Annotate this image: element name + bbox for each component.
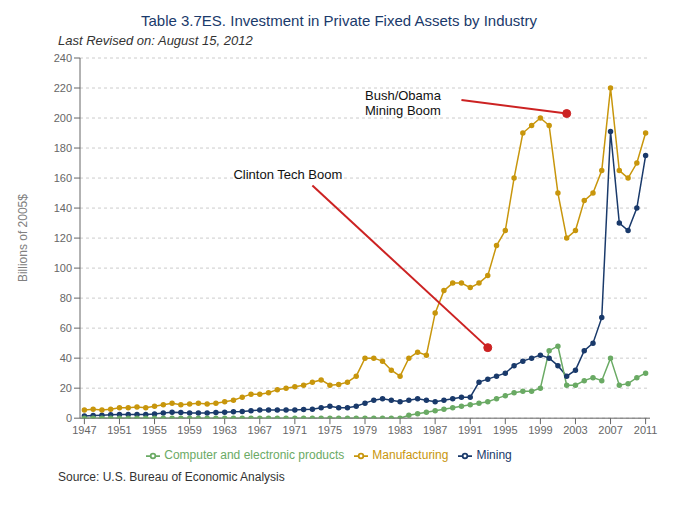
svg-text:1947: 1947 <box>72 424 96 436</box>
svg-text:100: 100 <box>54 262 72 274</box>
svg-text:140: 140 <box>54 202 72 214</box>
svg-text:2007: 2007 <box>598 424 622 436</box>
html-text:Source: U.S. Bureau of Economi: Source: U.S. Bureau of Economic Analysis <box>58 470 285 484</box>
svg-text:1967: 1967 <box>248 424 272 436</box>
svg-text:2003: 2003 <box>563 424 587 436</box>
svg-text:1995: 1995 <box>493 424 517 436</box>
svg-text:1963: 1963 <box>212 424 236 436</box>
svg-text:60: 60 <box>60 322 72 334</box>
svg-text:180: 180 <box>54 142 72 154</box>
html-text:Manufacturing: Manufacturing <box>372 448 449 463</box>
svg-text:1999: 1999 <box>528 424 552 436</box>
svg-text:1975: 1975 <box>318 424 342 436</box>
svg-text:1983: 1983 <box>388 424 412 436</box>
svg-text:2011: 2011 <box>634 424 658 436</box>
svg-text:160: 160 <box>54 172 72 184</box>
svg-text:1959: 1959 <box>177 424 201 436</box>
svg-text:0: 0 <box>66 412 72 424</box>
svg-text:80: 80 <box>60 292 72 304</box>
svg-text:20: 20 <box>60 382 72 394</box>
html-text:Computer and electronic produc: Computer and electronic products <box>164 448 345 463</box>
html-text:Table 3.7ES. Investment in Pri: Table 3.7ES. Investment in Private Fixed… <box>141 12 537 29</box>
svg-text:Bush/ObamaMining Boom: Bush/ObamaMining Boom <box>365 88 442 118</box>
svg-text:1987: 1987 <box>423 424 447 436</box>
svg-text:240: 240 <box>54 52 72 64</box>
svg-text:Billions of 2005$: Billions of 2005$ <box>16 194 30 282</box>
svg-text:1955: 1955 <box>142 424 166 436</box>
svg-text:1991: 1991 <box>458 424 482 436</box>
svg-text:40: 40 <box>60 352 72 364</box>
svg-text:120: 120 <box>54 232 72 244</box>
html-text:Mining: Mining <box>476 448 512 463</box>
svg-text:1979: 1979 <box>353 424 377 436</box>
svg-text:220: 220 <box>54 82 72 94</box>
svg-text:Clinton Tech Boom: Clinton Tech Boom <box>233 167 342 182</box>
svg-text:1971: 1971 <box>283 424 307 436</box>
svg-text:1951: 1951 <box>107 424 131 436</box>
html-text:Last Revised on: August 15, 20: Last Revised on: August 15, 2012 <box>58 33 253 48</box>
svg-text:200: 200 <box>54 112 72 124</box>
